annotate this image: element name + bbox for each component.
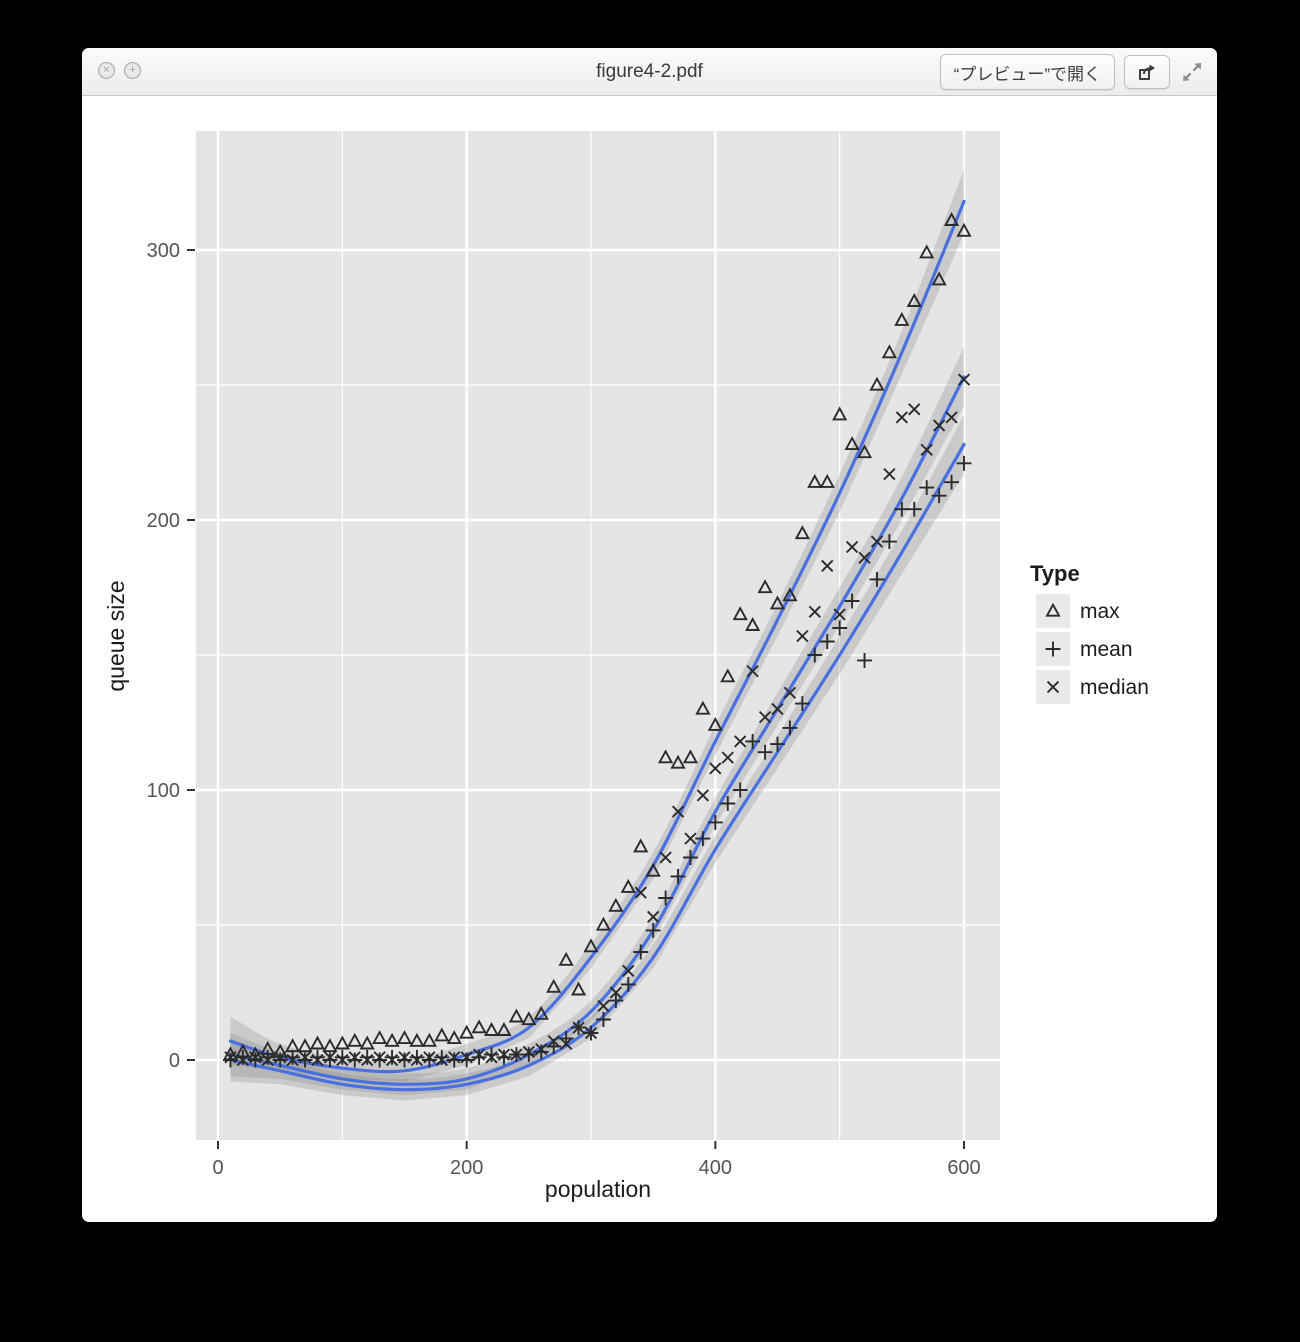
share-button[interactable]	[1124, 55, 1170, 89]
svg-text:200: 200	[450, 1157, 483, 1179]
scatter-mean	[222, 455, 972, 1068]
quicklook-window: population queue size Type 0 200 400 600 0 10…	[82, 48, 1217, 1222]
svg-text:300: 300	[147, 240, 180, 262]
titlebar-actions: “プレビュー”で開く	[939, 54, 1205, 90]
legend-key-max	[1036, 594, 1070, 628]
chart: population queue size Type 0 200 400 600 0 10…	[103, 131, 1149, 1202]
share-icon	[1139, 64, 1155, 80]
plot-panel	[196, 131, 1000, 1140]
fullscreen-button[interactable]	[1179, 59, 1205, 85]
legend-label-mean: mean	[1080, 638, 1133, 661]
minor-gridlines	[196, 131, 1000, 1140]
window-title: figure4-2.pdf	[596, 61, 703, 82]
svg-text:600: 600	[947, 1157, 980, 1179]
zoom-button[interactable]: +	[124, 62, 141, 79]
scatter-median	[224, 373, 971, 1067]
legend-title: Type	[1030, 561, 1080, 586]
x-axis-title: population	[545, 1176, 651, 1202]
legend: max mean median	[1036, 594, 1149, 704]
fullscreen-expand-icon	[1183, 63, 1201, 81]
legend-label-max: max	[1080, 600, 1120, 623]
x-axis: 0 200 400 600	[212, 1141, 981, 1179]
svg-text:0: 0	[169, 1050, 180, 1072]
smooth-line-max	[228, 199, 966, 1074]
legend-label-median: median	[1080, 676, 1149, 699]
close-button[interactable]: ×	[98, 62, 115, 79]
svg-text:200: 200	[147, 510, 180, 532]
svg-text:400: 400	[699, 1157, 732, 1179]
scatter-max	[222, 212, 972, 1061]
y-axis: 0 100 200 300	[147, 240, 195, 1072]
svg-text:0: 0	[212, 1157, 223, 1179]
window-controls: × +	[98, 62, 141, 79]
smooth-line-mean	[228, 442, 966, 1092]
open-in-preview-button[interactable]: “プレビュー”で開く	[939, 54, 1115, 90]
y-axis-title: queue size	[103, 580, 129, 691]
title-bar: × + figure4-2.pdf “プレビュー”で開く	[82, 48, 1217, 96]
svg-text:100: 100	[147, 780, 180, 802]
